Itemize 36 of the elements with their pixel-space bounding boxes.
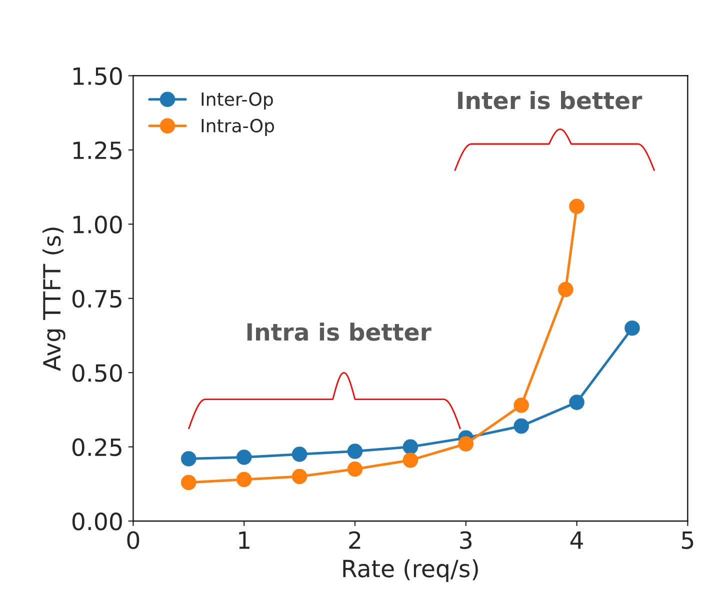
point [181,451,196,466]
y-tick-label: 1.25 [73,141,122,160]
point [181,474,196,490]
y-tick-label: 0.25 [72,438,122,456]
y-tick-label: 0.50 [72,364,122,382]
point [402,439,418,454]
point [514,418,529,434]
x-tick-label: 3 [460,531,472,550]
y-tick-label: 1.00 [73,216,122,234]
legend-label: Inter-Op [202,92,273,110]
y-axis-title: Avg TTFT (s) [42,228,66,371]
point [569,198,584,214]
annotation: Intra is better [247,322,432,341]
point [458,436,474,452]
point [402,452,418,468]
x-tick-label: 4 [570,532,583,549]
x-tick-label: 2 [349,531,360,549]
point [624,320,640,336]
point [236,472,252,488]
point [236,450,252,465]
point [569,394,584,410]
y-tick-label: 0.00 [72,512,122,530]
point [558,282,574,298]
annotation: Inter is better [458,91,642,110]
point [514,398,529,413]
x-axis-title: Rate (req/s) [343,559,478,582]
y-tick-label: 0.75 [72,290,122,308]
x-tick-label: 1 [239,532,250,549]
point [347,461,363,477]
legend-label: Intra-Op [202,118,274,136]
x-tick-label: 0 [127,531,140,550]
y-tick-label: 1.50 [73,67,122,86]
x-tick-label: 5 [682,532,694,550]
point [292,468,308,484]
point [292,446,308,462]
point [347,444,363,459]
